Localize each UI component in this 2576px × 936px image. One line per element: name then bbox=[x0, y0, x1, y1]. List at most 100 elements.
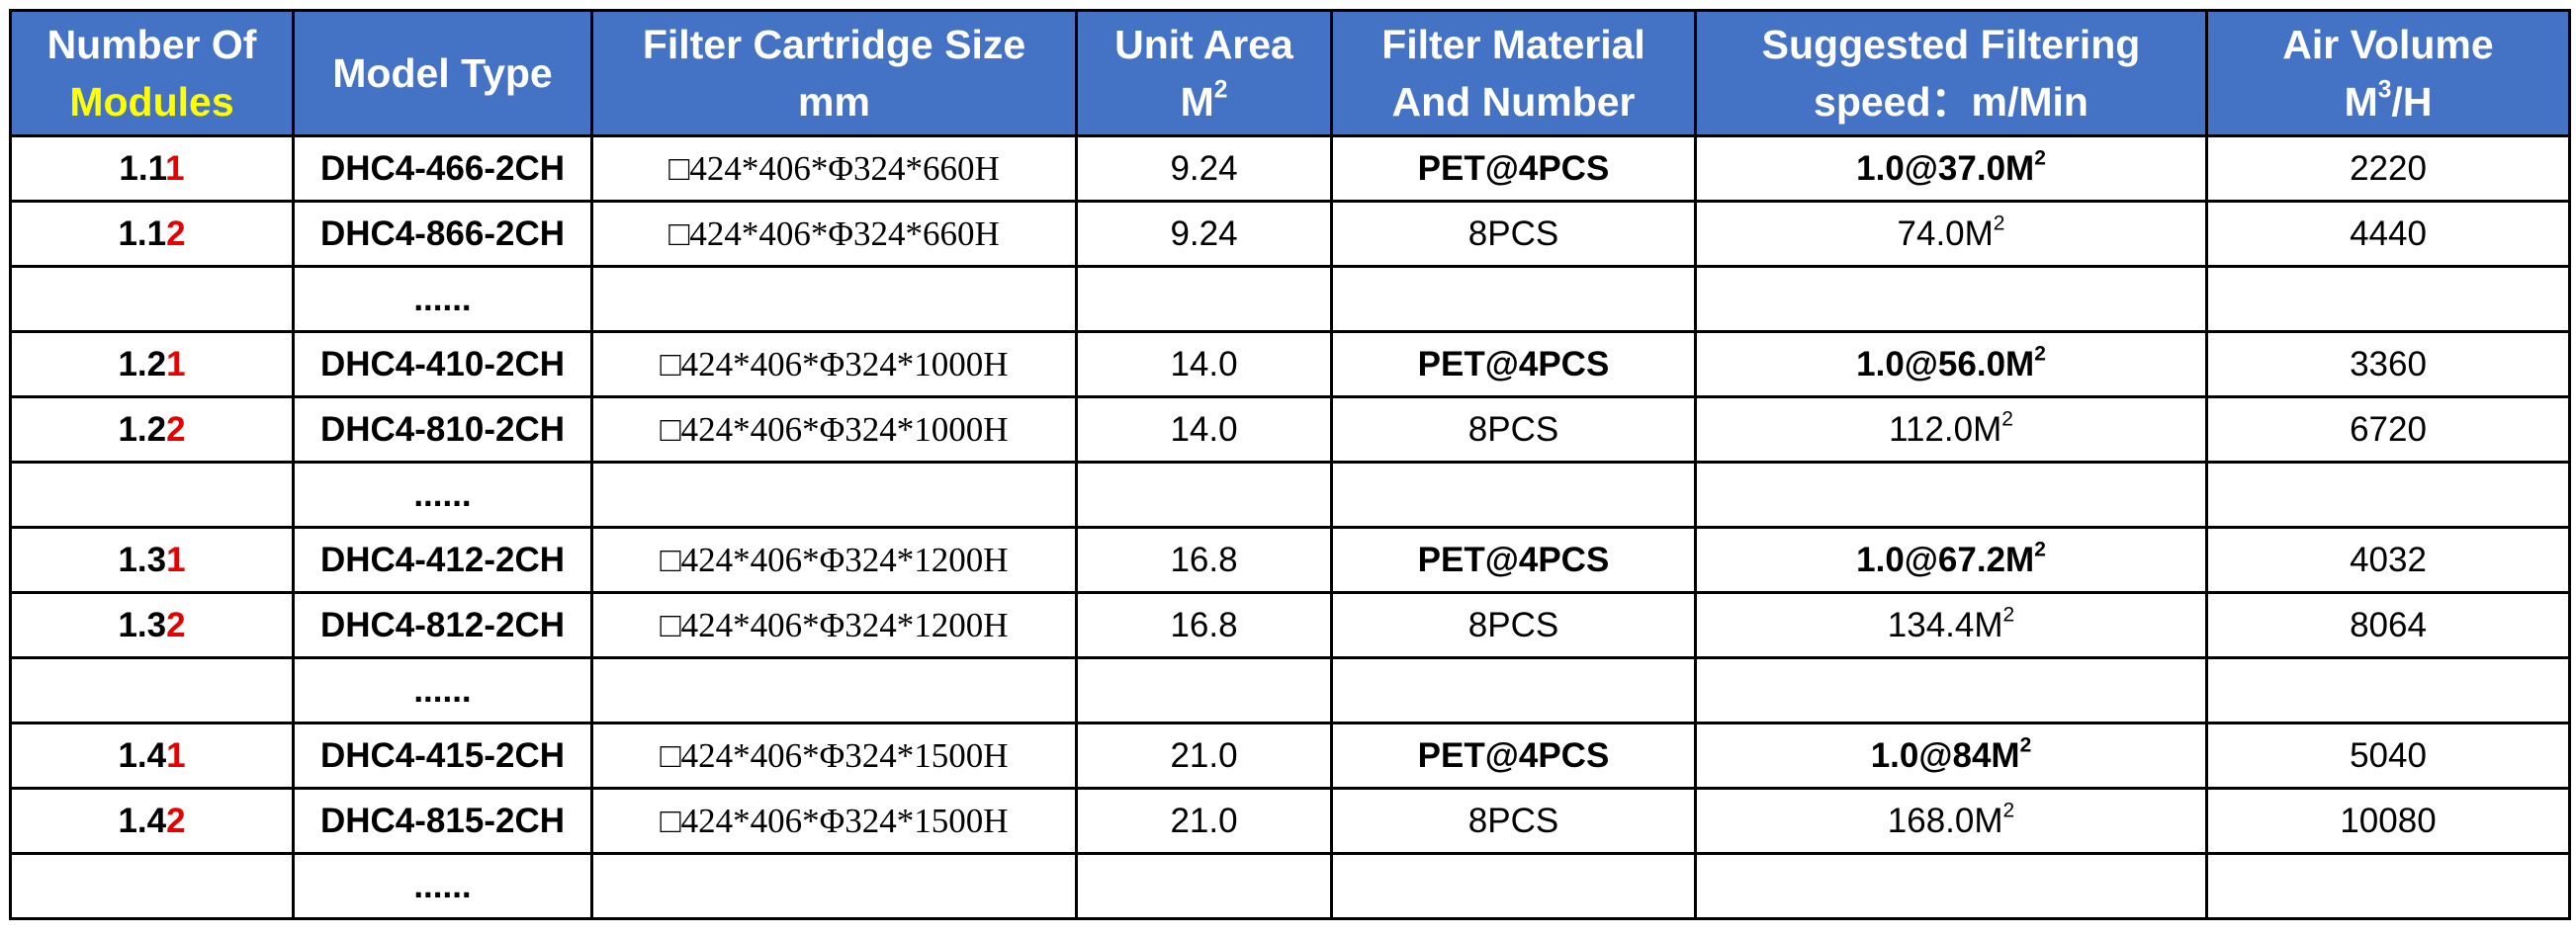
header-suggested-filtering-speed: Suggested Filtering speed：m/Min bbox=[1694, 9, 2208, 137]
air-volume-text: 3360 bbox=[2350, 344, 2427, 383]
empty-cell bbox=[1694, 461, 2208, 529]
module-number-suffix: 1 bbox=[166, 735, 186, 775]
empty-cell bbox=[9, 852, 295, 920]
unit-area-cell: 14.0 bbox=[1075, 330, 1333, 398]
model-type-text: DHC4-866-2CH bbox=[319, 213, 566, 253]
filtering-speed-cell: 1.0@37.0M2 bbox=[1694, 134, 2208, 203]
filtering-speed-superscript: 2 bbox=[2019, 732, 2032, 756]
air-volume-text: 5040 bbox=[2350, 735, 2427, 775]
header-number-of-modules: Number Of Modules bbox=[9, 9, 295, 137]
filtering-speed-cell: 134.4M2 bbox=[1694, 591, 2208, 659]
filtering-speed-cell: 1.0@84M2 bbox=[1694, 722, 2208, 790]
filtering-speed-superscript: 2 bbox=[2034, 341, 2046, 365]
filtering-speed-cell: 112.0M2 bbox=[1694, 395, 2208, 464]
model-type-text: DHC4-466-2CH bbox=[319, 148, 566, 188]
cartridge-size-text: □424*406*Φ324*1500H bbox=[660, 801, 1009, 840]
filter-material-cell: 8PCS bbox=[1330, 787, 1697, 855]
header-row: Number Of Modules Model Type Filter Cart… bbox=[9, 9, 2571, 137]
cartridge-size-cell: □424*406*Φ324*660H bbox=[590, 134, 1078, 203]
ellipsis-cell: ...... bbox=[292, 656, 593, 724]
module-number-cell: 1.41 bbox=[9, 722, 295, 790]
empty-cell bbox=[2205, 461, 2571, 529]
ellipsis-row: ...... bbox=[9, 656, 2571, 724]
air-volume-text: 2220 bbox=[2350, 148, 2427, 188]
header-text: /H bbox=[2391, 79, 2433, 125]
empty-cell bbox=[1075, 461, 1333, 529]
header-text: mm bbox=[798, 79, 870, 125]
table-row: 1.31 DHC4-412-2CH □424*406*Φ324*1200H 16.8 P… bbox=[9, 526, 2571, 594]
filter-material-text: PET@4PCS bbox=[1417, 148, 1610, 188]
header-text: M bbox=[2344, 79, 2378, 125]
air-volume-text: 6720 bbox=[2350, 409, 2427, 449]
cartridge-size-text: □424*406*Φ324*1200H bbox=[660, 540, 1009, 579]
air-volume-text: 8064 bbox=[2350, 605, 2427, 644]
module-number-suffix: 1 bbox=[165, 148, 185, 188]
empty-cell bbox=[1075, 265, 1333, 333]
empty-cell bbox=[9, 461, 295, 529]
filtering-speed-superscript: 2 bbox=[2002, 798, 2015, 821]
module-number-cell: 1.31 bbox=[9, 526, 295, 594]
module-number-cell: 1.22 bbox=[9, 395, 295, 464]
module-number-prefix: 1.3 bbox=[118, 605, 167, 644]
empty-cell bbox=[1694, 265, 2208, 333]
model-type-text: DHC4-415-2CH bbox=[319, 735, 566, 775]
unit-area-cell: 21.0 bbox=[1075, 722, 1333, 790]
model-type-cell: DHC4-410-2CH bbox=[292, 330, 593, 398]
empty-cell bbox=[2205, 656, 2571, 724]
filter-material-text: 8PCS bbox=[1467, 801, 1559, 840]
header-text: Air Volume bbox=[2282, 22, 2494, 67]
empty-cell bbox=[1075, 852, 1333, 920]
cartridge-size-cell: □424*406*Φ324*1000H bbox=[590, 330, 1078, 398]
air-volume-cell: 3360 bbox=[2205, 330, 2571, 398]
unit-area-cell: 16.8 bbox=[1075, 526, 1333, 594]
module-number-prefix: 1.4 bbox=[118, 801, 167, 840]
ellipsis-cell: ...... bbox=[292, 265, 593, 333]
ellipsis-text: ...... bbox=[413, 866, 472, 905]
module-number-prefix: 1.2 bbox=[118, 344, 167, 383]
header-superscript: 2 bbox=[1213, 76, 1228, 104]
air-volume-text: 10080 bbox=[2340, 801, 2437, 840]
filtering-speed-text: 168.0M bbox=[1887, 801, 2003, 840]
header-text: Model Type bbox=[332, 50, 553, 96]
filtering-speed-text: 112.0M bbox=[1889, 409, 2002, 449]
ellipsis-row: ...... bbox=[9, 852, 2571, 920]
module-number-prefix: 1.4 bbox=[118, 735, 167, 775]
unit-area-cell: 9.24 bbox=[1075, 200, 1333, 268]
filtering-speed-text: 1.0@84M bbox=[1870, 735, 2020, 775]
module-number-suffix: 2 bbox=[166, 213, 186, 253]
unit-area-text: 16.8 bbox=[1170, 605, 1238, 644]
unit-area-text: 14.0 bbox=[1170, 344, 1238, 383]
filtering-speed-cell: 74.0M2 bbox=[1694, 200, 2208, 268]
header-air-volume: Air Volume M3/H bbox=[2205, 9, 2571, 137]
filtering-speed-superscript: 2 bbox=[2034, 537, 2046, 560]
header-model-type: Model Type bbox=[292, 9, 593, 137]
module-number-suffix: 2 bbox=[166, 605, 186, 644]
module-number-cell: 1.11 bbox=[9, 134, 295, 203]
unit-area-cell: 16.8 bbox=[1075, 591, 1333, 659]
model-type-text: DHC4-412-2CH bbox=[319, 540, 566, 579]
cartridge-size-text: □424*406*Φ324*1200H bbox=[660, 605, 1009, 644]
filter-material-cell: 8PCS bbox=[1330, 395, 1697, 464]
empty-cell bbox=[1330, 265, 1697, 333]
empty-cell bbox=[9, 265, 295, 333]
unit-area-text: 21.0 bbox=[1170, 735, 1238, 775]
model-type-cell: DHC4-412-2CH bbox=[292, 526, 593, 594]
empty-cell bbox=[590, 656, 1078, 724]
air-volume-cell: 5040 bbox=[2205, 722, 2571, 790]
unit-area-text: 9.24 bbox=[1170, 213, 1238, 253]
filtering-speed-cell: 1.0@56.0M2 bbox=[1694, 330, 2208, 398]
air-volume-cell: 6720 bbox=[2205, 395, 2571, 464]
cartridge-size-cell: □424*406*Φ324*1200H bbox=[590, 591, 1078, 659]
air-volume-cell: 4440 bbox=[2205, 200, 2571, 268]
filtering-speed-text: 1.0@67.2M bbox=[1856, 540, 2035, 579]
module-number-prefix: 1.1 bbox=[119, 148, 166, 188]
empty-cell bbox=[9, 656, 295, 724]
model-type-text: DHC4-812-2CH bbox=[319, 605, 566, 644]
unit-area-text: 16.8 bbox=[1170, 540, 1238, 579]
filter-spec-table: Number Of Modules Model Type Filter Cart… bbox=[9, 9, 2571, 920]
table-row: 1.22 DHC4-810-2CH □424*406*Φ324*1000H 14.0 8… bbox=[9, 395, 2571, 464]
header-text: Filter Cartridge Size bbox=[642, 22, 1026, 67]
empty-cell bbox=[1330, 461, 1697, 529]
empty-cell bbox=[1694, 852, 2208, 920]
filtering-speed-superscript: 2 bbox=[1993, 211, 2005, 234]
